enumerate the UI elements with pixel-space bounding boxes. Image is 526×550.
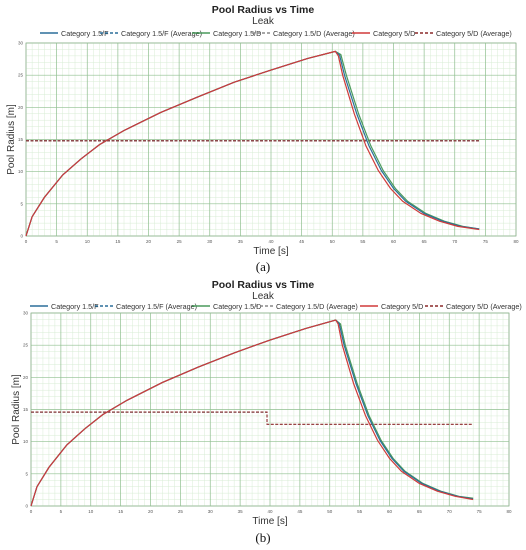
- legend-label-3: Category 1.5/D: [213, 29, 261, 38]
- x-tick-label-65: 65: [417, 509, 423, 514]
- x-tick-label-50: 50: [327, 509, 333, 514]
- legend-label-2: Category 1.5/F (Average): [121, 29, 202, 38]
- y-tick-label-15: 15: [23, 407, 29, 412]
- x-tick-label-20: 20: [148, 509, 154, 514]
- legend-label-3: Category 1.5/D: [213, 302, 261, 311]
- chart-title: Pool Radius vs Time: [212, 279, 315, 291]
- legend-label-6: Category 5/D (Average): [436, 29, 512, 38]
- legend: Category 1.5/F Category 1.5/F (Average) Ca…: [40, 29, 512, 38]
- x-tick-label-15: 15: [118, 509, 124, 514]
- series-line-5: [30, 319, 474, 507]
- x-tick-label-55: 55: [357, 509, 363, 514]
- x-tick-label-30: 30: [208, 509, 214, 514]
- x-tick-label-80: 80: [513, 239, 519, 244]
- x-tick-label-25: 25: [177, 239, 183, 244]
- y-tick-label-25: 25: [23, 343, 29, 348]
- x-tick-label-75: 75: [477, 509, 483, 514]
- y-tick-label-25: 25: [18, 73, 24, 78]
- y-tick-label-0: 0: [25, 504, 28, 509]
- y-axis-label: Pool Radius [m]: [6, 104, 17, 175]
- y-tick-label-15: 15: [18, 137, 24, 142]
- y-tick-label-0: 0: [20, 234, 23, 239]
- x-tick-label-15: 15: [115, 239, 121, 244]
- legend-label-6: Category 5/D (Average): [446, 302, 522, 311]
- y-tick-label-20: 20: [23, 375, 29, 380]
- x-tick-label-40: 40: [268, 239, 274, 244]
- x-tick-label-45: 45: [297, 509, 303, 514]
- x-tick-label-60: 60: [391, 239, 397, 244]
- chart-title: Pool Radius vs Time: [212, 4, 315, 16]
- y-tick-label-10: 10: [18, 169, 24, 174]
- legend-label-5: Category 5/D: [373, 29, 415, 38]
- legend-label-4: Category 1.5/D (Average): [276, 302, 358, 311]
- chart-subtitle: Leak: [252, 291, 275, 302]
- grid: [30, 312, 510, 507]
- x-tick-label-30: 30: [207, 239, 213, 244]
- x-tick-label-35: 35: [238, 239, 244, 244]
- x-tick-label-10: 10: [88, 509, 94, 514]
- x-tick-label-10: 10: [85, 239, 91, 244]
- x-tick-label-55: 55: [360, 239, 366, 244]
- x-tick-label-5: 5: [55, 239, 58, 244]
- x-tick-label-65: 65: [422, 239, 428, 244]
- x-axis-label: Time [s]: [252, 516, 287, 527]
- legend-label-1: Category 1.5/F: [61, 29, 109, 38]
- x-tick-label-5: 5: [60, 509, 63, 514]
- panel-label-a: (a): [255, 259, 271, 274]
- legend-label-5: Category 5/D: [381, 302, 423, 311]
- series-line-5: [25, 50, 480, 237]
- grid: [25, 42, 517, 237]
- x-tick-label-0: 0: [25, 239, 28, 244]
- y-tick-label-30: 30: [23, 311, 29, 316]
- chart-subtitle: Leak: [252, 16, 275, 27]
- x-axis-label: Time [s]: [253, 246, 288, 257]
- x-tick-label-70: 70: [447, 509, 453, 514]
- x-tick-label-45: 45: [299, 239, 305, 244]
- x-tick-label-60: 60: [387, 509, 393, 514]
- x-tick-label-35: 35: [238, 509, 244, 514]
- x-tick-label-40: 40: [267, 509, 273, 514]
- x-tick-label-75: 75: [483, 239, 489, 244]
- x-tick-label-70: 70: [452, 239, 458, 244]
- x-tick-label-0: 0: [30, 509, 33, 514]
- x-tick-label-25: 25: [178, 509, 184, 514]
- legend-label-1: Category 1.5/F: [51, 302, 99, 311]
- panel-label-b: (b): [255, 530, 271, 545]
- y-tick-label-10: 10: [23, 439, 29, 444]
- x-tick-label-20: 20: [146, 239, 152, 244]
- y-tick-label-30: 30: [18, 41, 24, 46]
- y-tick-label-5: 5: [20, 201, 23, 206]
- legend-label-2: Category 1.5/F (Average): [116, 302, 197, 311]
- y-tick-label-5: 5: [25, 471, 28, 476]
- x-tick-label-50: 50: [330, 239, 336, 244]
- legend: Category 1.5/F Category 1.5/F (Average) Ca…: [30, 302, 522, 311]
- x-tick-label-80: 80: [506, 509, 512, 514]
- y-tick-label-20: 20: [18, 105, 24, 110]
- legend-label-4: Category 1.5/D (Average): [273, 29, 355, 38]
- y-axis-label: Pool Radius [m]: [11, 374, 22, 445]
